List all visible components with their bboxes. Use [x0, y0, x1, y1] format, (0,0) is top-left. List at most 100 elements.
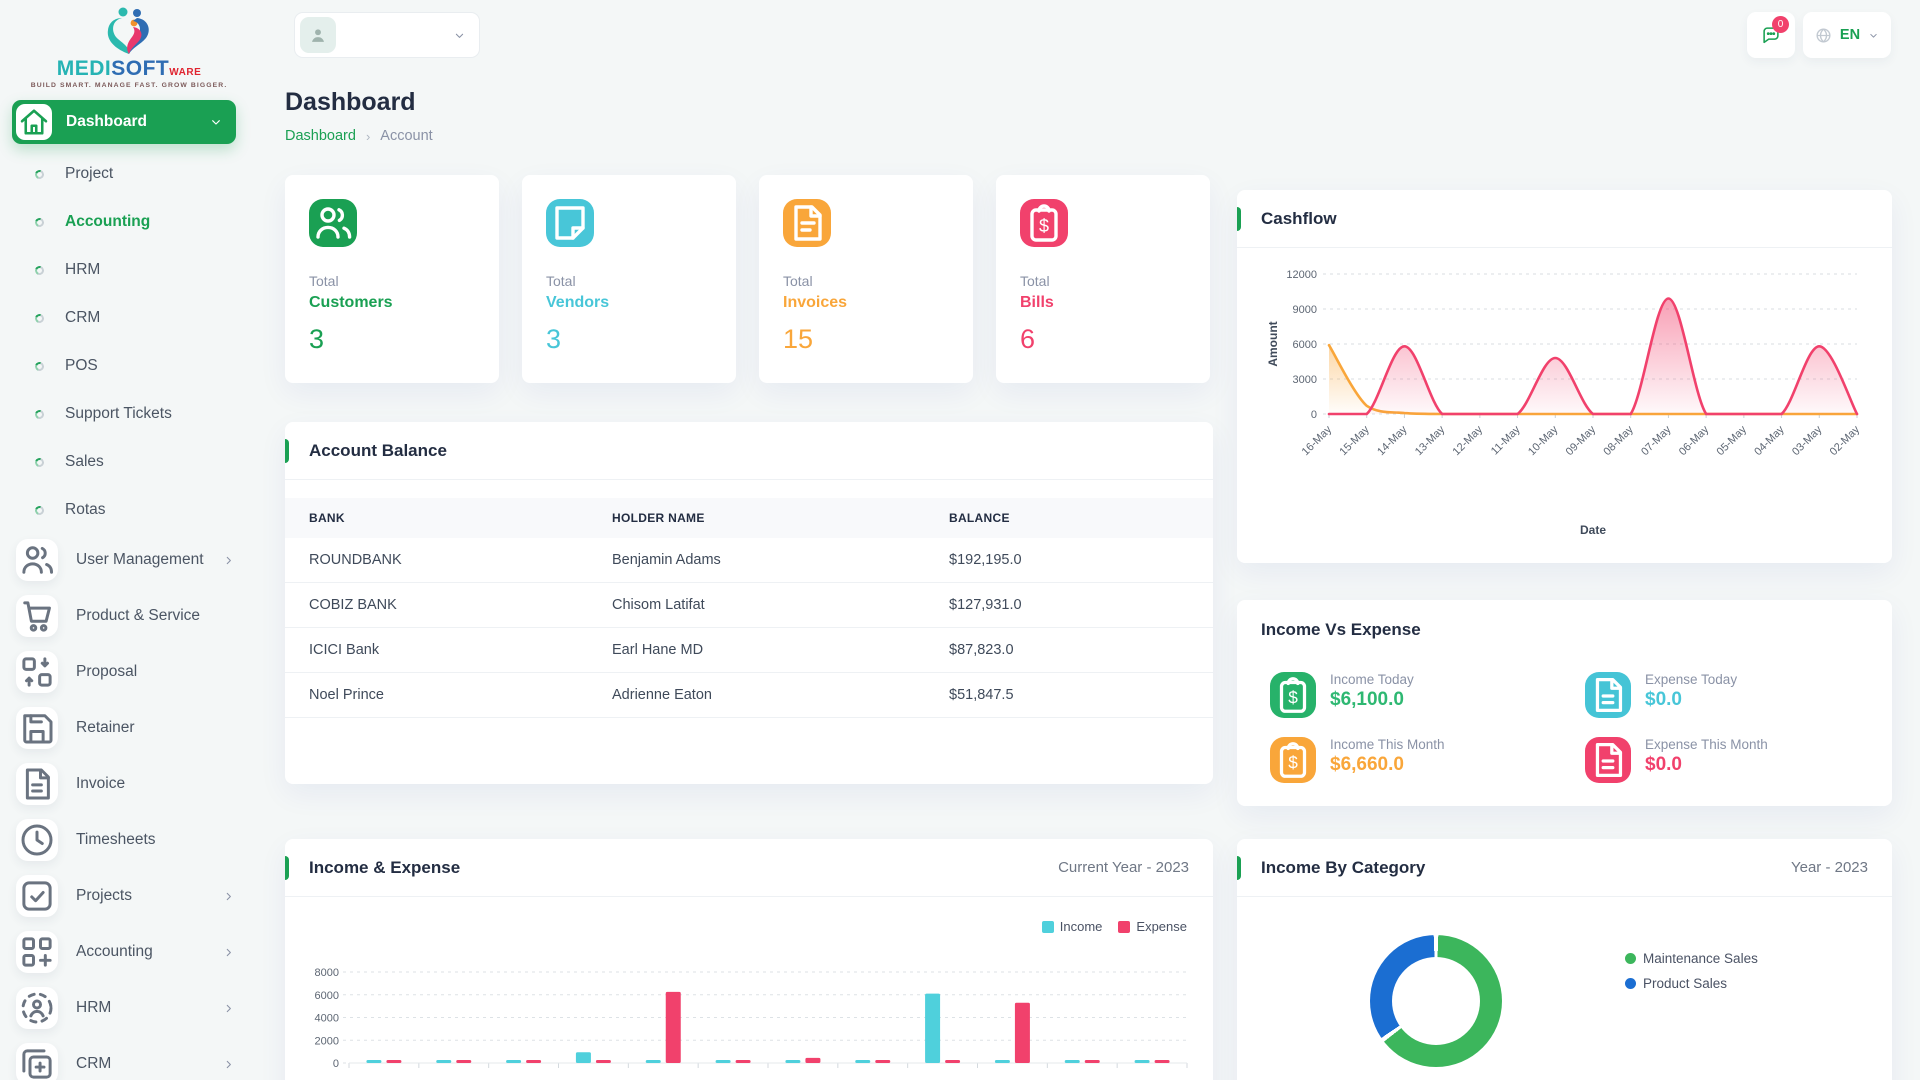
sidebar-item-proposal[interactable]: Proposal [0, 644, 258, 700]
legend-label: Maintenance Sales [1643, 951, 1758, 966]
account-balance-title: Account Balance [309, 440, 447, 460]
legend-swatch [1041, 920, 1054, 933]
sidebar-item-hrm[interactable]: HRM [0, 246, 258, 294]
brand-logo: MEDISOFTWARE BUILD SMART. MANAGE FAST. G… [0, 6, 258, 89]
table-cell: COBIZ BANK [285, 582, 588, 628]
stat-label-top: Total [309, 273, 339, 289]
home-icon [16, 104, 52, 140]
stat-value: 15 [783, 324, 814, 354]
account-balance-table: BANK HOLDER NAME BALANCE ROUNDBANK Benjamin… [285, 498, 1213, 718]
legend-label: Expense [1136, 919, 1187, 934]
sidebar-item-sales[interactable]: Sales [0, 438, 258, 486]
users-icon [16, 539, 58, 581]
svg-text:09-May: 09-May [1564, 423, 1599, 458]
svg-text:13-May: 13-May [1413, 423, 1448, 458]
sidebar-item-label: POS [65, 357, 98, 374]
sidebar-item-crm[interactable]: CRM [0, 294, 258, 342]
cashflow-title: Cashflow [1261, 208, 1337, 228]
sidebar-item-accounting[interactable]: Accounting [0, 924, 258, 980]
stat-label-top: Total [546, 273, 576, 289]
summary-value: $0.0 [1645, 689, 1682, 710]
svg-text:14-May: 14-May [1375, 423, 1410, 458]
grid-plus-icon [16, 931, 58, 973]
table-cell: ROUNDBANK [285, 538, 588, 583]
svg-text:$: $ [1039, 216, 1049, 236]
stat-label: Bills [1020, 294, 1054, 311]
chat-badge: 0 [1772, 16, 1789, 33]
income-expense-subtitle: Current Year - 2023 [1058, 859, 1189, 876]
legend-swatch [1118, 920, 1131, 933]
svg-text:08-May: 08-May [1601, 423, 1636, 458]
svg-text:10-May: 10-May [1526, 423, 1561, 458]
sidebar-item-project[interactable]: Project [0, 150, 258, 198]
svg-text:Date: Date [1580, 523, 1606, 537]
table-row: COBIZ BANK Chisom Latifat $127,931.0 [285, 582, 1213, 628]
copy-plus-icon [16, 1043, 58, 1080]
sidebar-item-accounting[interactable]: Accounting [0, 198, 258, 246]
income-expense-legend: Income Expense [1041, 919, 1187, 934]
chevron-right-icon [221, 889, 236, 904]
svg-text:6000: 6000 [1293, 339, 1317, 351]
donut-chart [1370, 935, 1502, 1067]
person-icon [307, 24, 329, 46]
svg-text:8000: 8000 [315, 967, 339, 979]
svg-text:12-May: 12-May [1451, 423, 1486, 458]
sidebar-item-projects[interactable]: Projects [0, 868, 258, 924]
sidebar-item-label: Support Tickets [65, 405, 172, 422]
sidebar-item-invoice[interactable]: Invoice [0, 756, 258, 812]
income-expense-chart: 0 2000 4000 6000 8000 [315, 967, 1188, 1070]
sidebar-item-timesheets[interactable]: Timesheets [0, 812, 258, 868]
sidebar-item-label: Invoice [76, 775, 126, 792]
brand-name: MEDISOFTWARE [0, 58, 258, 79]
summary-label: Income This Month [1330, 737, 1445, 752]
brand-tagline: BUILD SMART. MANAGE FAST. GROW BIGGER. [30, 82, 228, 89]
svg-text:05-May: 05-May [1715, 423, 1750, 458]
table-row: ROUNDBANK Benjamin Adams $192,195.0 [285, 538, 1213, 583]
note-icon [546, 199, 594, 247]
sidebar-item-user-management[interactable]: User Management [0, 532, 258, 588]
column-header-bank: BANK [285, 498, 588, 538]
clipboard-dollar-icon: $ [1020, 199, 1068, 247]
brand-name-secondary: SOFT [111, 57, 170, 80]
table-cell: $51,847.5 [925, 672, 1213, 718]
profile-dropdown[interactable] [294, 12, 480, 58]
chevron-right-icon [221, 945, 236, 960]
sidebar-item-label: Rotas [65, 501, 106, 518]
file-text-icon [16, 763, 58, 805]
chevron-right-icon [221, 1057, 236, 1072]
summary-value: $6,660.0 [1330, 754, 1404, 775]
stat-value: 6 [1020, 324, 1036, 354]
table-cell: $192,195.0 [925, 538, 1213, 583]
clipboard-dollar-icon: $ [1270, 737, 1316, 783]
chevron-right-icon [221, 553, 236, 568]
sidebar-item-label: User Management [76, 551, 204, 568]
svg-text:6000: 6000 [315, 990, 339, 1002]
sidebar-item-retainer[interactable]: Retainer [0, 700, 258, 756]
sidebar-item-support-tickets[interactable]: Support Tickets [0, 390, 258, 438]
breadcrumb-dashboard[interactable]: Dashboard [285, 128, 356, 144]
legend-item-income: Income [1041, 919, 1102, 934]
income-vs-expense-title: Income Vs Expense [1261, 620, 1421, 639]
sidebar-item-label: HRM [76, 999, 112, 1016]
sidebar-item-dashboard[interactable]: Dashboard [12, 100, 236, 144]
sidebar-item-label: Retainer [76, 719, 135, 736]
sidebar-item-product-service[interactable]: Product & Service [0, 588, 258, 644]
svg-text:04-May: 04-May [1752, 423, 1787, 458]
sidebar-item-hrm[interactable]: HRM [0, 980, 258, 1036]
column-header-balance: BALANCE [925, 498, 1213, 538]
sidebar-item-rotas[interactable]: Rotas [0, 486, 258, 534]
language-selector[interactable]: EN [1803, 12, 1891, 58]
clock-icon [16, 819, 58, 861]
stat-card-invoices: Total Invoices 15 [759, 175, 973, 383]
chat-button[interactable]: 0 [1747, 12, 1795, 58]
stat-value: 3 [309, 324, 325, 354]
stat-label: Customers [309, 294, 393, 311]
sidebar-item-crm[interactable]: CRM [0, 1036, 258, 1080]
svg-text:9000: 9000 [1293, 304, 1317, 316]
svg-text:0: 0 [1311, 409, 1317, 421]
sidebar-item-label: Sales [65, 453, 104, 470]
svg-text:2000: 2000 [315, 1035, 339, 1047]
sidebar-item-label: CRM [65, 309, 101, 326]
stat-label-top: Total [783, 273, 813, 289]
sidebar-item-pos[interactable]: POS [0, 342, 258, 390]
